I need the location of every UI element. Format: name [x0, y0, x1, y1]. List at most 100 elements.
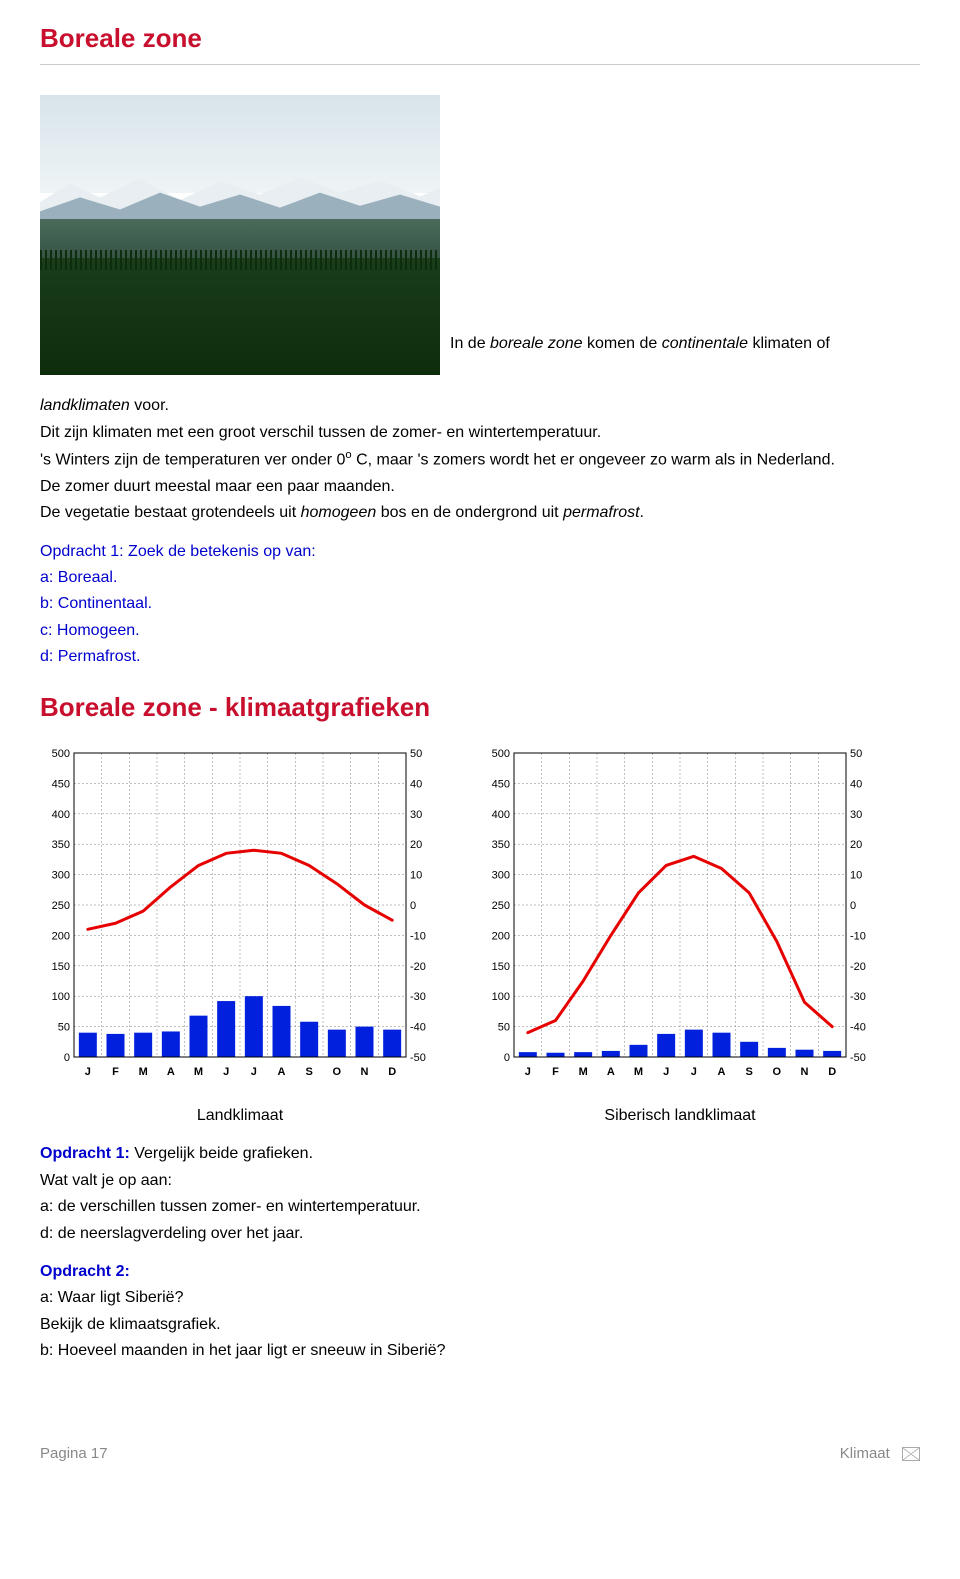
svg-text:50: 50: [58, 1022, 70, 1034]
svg-text:40: 40: [850, 778, 862, 790]
paragraph: De zomer duurt meestal maar een paar maa…: [40, 476, 920, 498]
svg-text:350: 350: [52, 839, 70, 851]
boreal-landscape-photo: [40, 95, 440, 375]
text-italic: permafrost: [563, 504, 639, 521]
svg-text:0: 0: [850, 900, 856, 912]
paragraph: a: Waar ligt Siberië?: [40, 1287, 920, 1309]
svg-text:-30: -30: [410, 991, 426, 1003]
svg-text:-20: -20: [850, 961, 866, 973]
svg-text:F: F: [112, 1066, 119, 1078]
text: voor.: [130, 397, 169, 414]
svg-text:50: 50: [498, 1022, 510, 1034]
svg-text:10: 10: [850, 870, 862, 882]
intro-caption: In de boreale zone komen de continentale…: [450, 333, 830, 375]
svg-text:500: 500: [52, 748, 70, 760]
text-italic: boreale zone: [490, 335, 583, 352]
footer-topic: Klimaat: [840, 1445, 890, 1462]
opdracht-b1-block: Opdracht 1: Vergelijk beide grafieken. W…: [40, 1143, 920, 1245]
chart-canvas-1: 0-5050-40100-30150-20200-102500300103502…: [40, 745, 440, 1085]
opdracht-b2-block: Opdracht 2: a: Waar ligt Siberië? Bekijk…: [40, 1261, 920, 1363]
paragraph: b: Hoeveel maanden in het jaar ligt er s…: [40, 1340, 920, 1362]
svg-text:-10: -10: [850, 930, 866, 942]
svg-text:400: 400: [492, 809, 510, 821]
opdracht-label: Opdracht 2:: [40, 1261, 920, 1283]
text-italic: homogeen: [301, 504, 377, 521]
svg-text:450: 450: [52, 778, 70, 790]
text-italic: landklimaten: [40, 397, 130, 414]
text: Vergelijk beide grafieken.: [130, 1145, 313, 1162]
text: 's Winters zijn de temperaturen ver onde…: [40, 452, 345, 469]
svg-text:30: 30: [410, 809, 422, 821]
page-footer: Pagina 17 Klimaat: [40, 1443, 920, 1464]
svg-text:S: S: [305, 1066, 312, 1078]
svg-text:30: 30: [850, 809, 862, 821]
svg-text:0: 0: [504, 1052, 510, 1064]
svg-text:-20: -20: [410, 961, 426, 973]
svg-text:100: 100: [492, 991, 510, 1003]
svg-text:450: 450: [492, 778, 510, 790]
svg-text:0: 0: [64, 1052, 70, 1064]
svg-text:D: D: [388, 1066, 396, 1078]
text: De vegetatie bestaat grotendeels uit: [40, 504, 301, 521]
paragraph: Wat valt je op aan:: [40, 1170, 920, 1192]
svg-text:A: A: [718, 1066, 726, 1078]
svg-text:A: A: [278, 1066, 286, 1078]
paragraph: d: de neerslagverdeling over het jaar.: [40, 1223, 920, 1245]
svg-text:50: 50: [850, 748, 862, 760]
svg-text:J: J: [525, 1066, 531, 1078]
svg-text:40: 40: [410, 778, 422, 790]
chart-landklimaat: 0-5050-40100-30150-20200-102500300103502…: [40, 745, 440, 1085]
svg-text:S: S: [745, 1066, 752, 1078]
svg-text:-40: -40: [410, 1022, 426, 1034]
envelope-icon: [902, 1447, 920, 1461]
paragraph-block-1: landklimaten voor. Dit zijn klimaten met…: [40, 395, 920, 524]
text: C, maar 's zomers wordt het er ongeveer …: [352, 452, 835, 469]
svg-text:50: 50: [410, 748, 422, 760]
svg-text:0: 0: [410, 900, 416, 912]
svg-text:10: 10: [410, 870, 422, 882]
paragraph: 's Winters zijn de temperaturen ver onde…: [40, 448, 920, 472]
page-title-1: Boreale zone: [40, 20, 920, 56]
svg-text:J: J: [691, 1066, 697, 1078]
svg-text:F: F: [552, 1066, 559, 1078]
svg-text:100: 100: [52, 991, 70, 1003]
page-title-2: Boreale zone - klimaatgrafieken: [40, 689, 920, 725]
footer-right-group: Klimaat: [840, 1443, 920, 1464]
opdracht-item: a: Boreaal.: [40, 567, 920, 589]
svg-text:-40: -40: [850, 1022, 866, 1034]
charts-row: 0-5050-40100-30150-20200-102500300103502…: [40, 745, 920, 1085]
svg-text:N: N: [361, 1066, 369, 1078]
svg-text:N: N: [801, 1066, 809, 1078]
opdracht-item: b: Continentaal.: [40, 593, 920, 615]
svg-text:400: 400: [52, 809, 70, 821]
paragraph: De vegetatie bestaat grotendeels uit hom…: [40, 502, 920, 524]
text: komen de: [583, 335, 662, 352]
chart-siberisch: 0-5050-40100-30150-20200-102500300103502…: [480, 745, 880, 1085]
svg-text:350: 350: [492, 839, 510, 851]
svg-text:200: 200: [52, 930, 70, 942]
svg-text:300: 300: [52, 870, 70, 882]
svg-text:250: 250: [492, 900, 510, 912]
svg-text:M: M: [139, 1066, 148, 1078]
footer-page-number: Pagina 17: [40, 1443, 108, 1464]
photo-row: In de boreale zone komen de continentale…: [40, 95, 920, 375]
paragraph: a: de verschillen tussen zomer- en winte…: [40, 1196, 920, 1218]
text: bos en de ondergrond uit: [376, 504, 563, 521]
paragraph: Bekijk de klimaatsgrafiek.: [40, 1314, 920, 1336]
svg-text:150: 150: [492, 961, 510, 973]
svg-text:200: 200: [492, 930, 510, 942]
svg-text:20: 20: [850, 839, 862, 851]
svg-text:-10: -10: [410, 930, 426, 942]
chart-canvas-2: 0-5050-40100-30150-20200-102500300103502…: [480, 745, 880, 1085]
opdracht-title: Opdracht 1: Zoek de betekenis op van:: [40, 541, 920, 563]
svg-text:D: D: [828, 1066, 836, 1078]
paragraph: Dit zijn klimaten met een groot verschil…: [40, 422, 920, 444]
svg-text:J: J: [85, 1066, 91, 1078]
opdracht-label: Opdracht 1:: [40, 1145, 130, 1162]
svg-text:20: 20: [410, 839, 422, 851]
opdracht-1-block: Opdracht 1: Zoek de betekenis op van: a:…: [40, 541, 920, 669]
svg-text:A: A: [167, 1066, 175, 1078]
svg-text:J: J: [251, 1066, 257, 1078]
svg-text:A: A: [607, 1066, 615, 1078]
svg-text:300: 300: [492, 870, 510, 882]
